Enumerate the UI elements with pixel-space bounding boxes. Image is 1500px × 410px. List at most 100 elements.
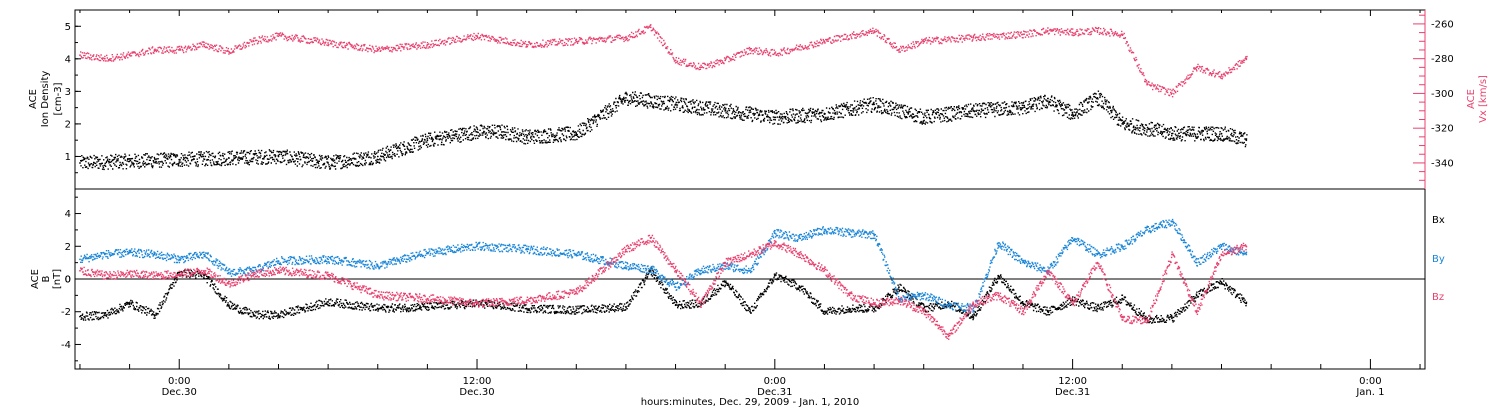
bx-series-point: [1171, 317, 1173, 320]
bz-series-point: [773, 242, 776, 244]
density-series-point: [178, 158, 181, 161]
by-series-point: [1146, 229, 1148, 231]
vx-series-point: [898, 49, 900, 51]
by-series-point: [153, 253, 156, 256]
vx-series-point: [1220, 75, 1223, 77]
bz-series-point: [327, 274, 329, 277]
top-left-ticks: 1 2 3 4 5: [65, 22, 81, 174]
bottom-axis-title-line2: B: [41, 275, 52, 282]
vx-series-point: [277, 35, 280, 37]
vx-series-point: [674, 59, 677, 62]
bx-series-point: [153, 314, 156, 316]
bx-series-point: [1071, 299, 1074, 302]
bx-series-point: [798, 286, 801, 289]
x-tick-time: 12:00: [1058, 376, 1087, 387]
bz-series-point: [798, 253, 801, 256]
bz-series-point: [873, 302, 875, 305]
vx-series-point: [1146, 83, 1148, 86]
bx-series-point: [1245, 302, 1248, 305]
bx-series-point: [898, 286, 900, 289]
density-series-point: [128, 160, 131, 163]
by-series-point: [947, 304, 950, 307]
legend-bz: Bz: [1432, 292, 1444, 303]
bx-series-point: [773, 274, 776, 277]
vx-series-point: [1245, 57, 1248, 60]
bx-series-point: [1022, 302, 1024, 305]
density-series: [79, 90, 1248, 171]
density-series-point: [327, 162, 329, 164]
bx-series-point: [724, 281, 727, 284]
density-series-point: [277, 155, 280, 158]
bz-series-point: [1195, 310, 1198, 313]
density-series-point: [625, 97, 627, 99]
bz-series-point: [749, 253, 751, 256]
vx-series-point: [79, 54, 81, 57]
bx-series-point: [525, 307, 528, 310]
density-series-point: [873, 103, 875, 106]
top-right-axis-title-line1: ACE: [1466, 89, 1477, 109]
by-series-point: [376, 265, 379, 267]
x-tick-time: 12:00: [463, 376, 492, 387]
vx-series-point: [773, 52, 776, 55]
bz-series-point: [476, 302, 478, 305]
bottom-tick-label: -4: [61, 340, 71, 351]
by-series-point: [1022, 261, 1024, 264]
bz-series-point: [724, 261, 727, 264]
vx-series-point: [203, 43, 205, 46]
bottom-tick-label: 2: [65, 242, 71, 253]
bz-series-point: [376, 294, 379, 297]
bz-series-points: [80, 234, 1248, 340]
bx-series-point: [972, 315, 975, 318]
vx-series-point: [1195, 66, 1198, 69]
by-series-point: [674, 286, 677, 289]
bz-series-point: [922, 310, 925, 313]
by-series-point: [1071, 237, 1074, 240]
density-series-point: [1022, 106, 1024, 109]
bz-series-point: [649, 237, 652, 240]
bz-series-point: [277, 269, 280, 272]
bz-series-point: [1022, 310, 1024, 313]
bz-series-point: [79, 269, 81, 272]
by-series-point: [1171, 220, 1173, 223]
bottom-axis-title-line1: ACE: [30, 269, 41, 289]
bx-series-point: [1096, 307, 1099, 310]
by-series-point: [972, 307, 975, 310]
density-series-points: [80, 90, 1248, 171]
by-series-point: [1245, 253, 1248, 256]
bz-series: [79, 234, 1248, 340]
vx-series-point: [1046, 30, 1049, 32]
density-series-point: [79, 162, 81, 164]
by-series-point: [476, 245, 478, 248]
vx-series-point: [1171, 92, 1173, 95]
bx-series-point: [1195, 294, 1198, 297]
bottom-tick-label: -2: [61, 307, 71, 318]
vx-series-point: [1096, 30, 1099, 32]
density-series-point: [228, 157, 230, 160]
top-right-tick-label: -340: [1431, 158, 1454, 169]
bz-series-point: [823, 269, 826, 272]
density-series-point: [674, 103, 677, 106]
by-series-point: [848, 232, 851, 235]
top-left-axis-title-line2: Ion Density: [40, 71, 51, 128]
bx-series-point: [848, 307, 851, 310]
bz-series-point: [1046, 269, 1049, 272]
bz-series-point: [1121, 319, 1124, 321]
top-left-tick-label: 2: [65, 119, 71, 130]
by-series-point: [773, 232, 776, 235]
bx-series-point: [252, 314, 255, 316]
bx-series-point: [749, 310, 751, 313]
bx-series-point: [228, 304, 230, 307]
vx-series-points: [80, 24, 1248, 98]
vx-series-point: [823, 40, 826, 43]
bx-series-point: [625, 305, 627, 308]
bz-series-point: [575, 291, 578, 293]
vx-series-point: [1071, 31, 1074, 34]
bx-series-point: [674, 304, 677, 307]
bz-series-point: [1096, 261, 1099, 264]
density-series-point: [476, 131, 478, 133]
vx-series-point: [575, 40, 578, 43]
top-left-axis-title-line1: ACE: [28, 89, 39, 109]
density-series-point: [1245, 139, 1248, 142]
by-series-point: [79, 258, 81, 261]
vx-series-point: [376, 49, 379, 51]
